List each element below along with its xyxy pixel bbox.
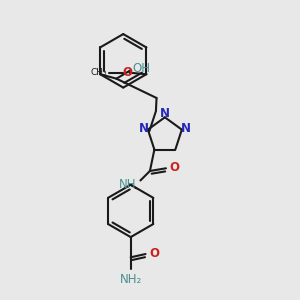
Text: NH: NH <box>119 178 136 190</box>
Text: N: N <box>181 122 191 135</box>
Text: OH: OH <box>132 62 150 75</box>
Text: N: N <box>160 106 170 120</box>
Text: N: N <box>139 122 149 135</box>
Text: O: O <box>169 161 179 174</box>
Text: O: O <box>122 66 132 79</box>
Text: O: O <box>149 247 159 260</box>
Text: CH₃: CH₃ <box>91 68 107 77</box>
Text: NH₂: NH₂ <box>120 273 142 286</box>
